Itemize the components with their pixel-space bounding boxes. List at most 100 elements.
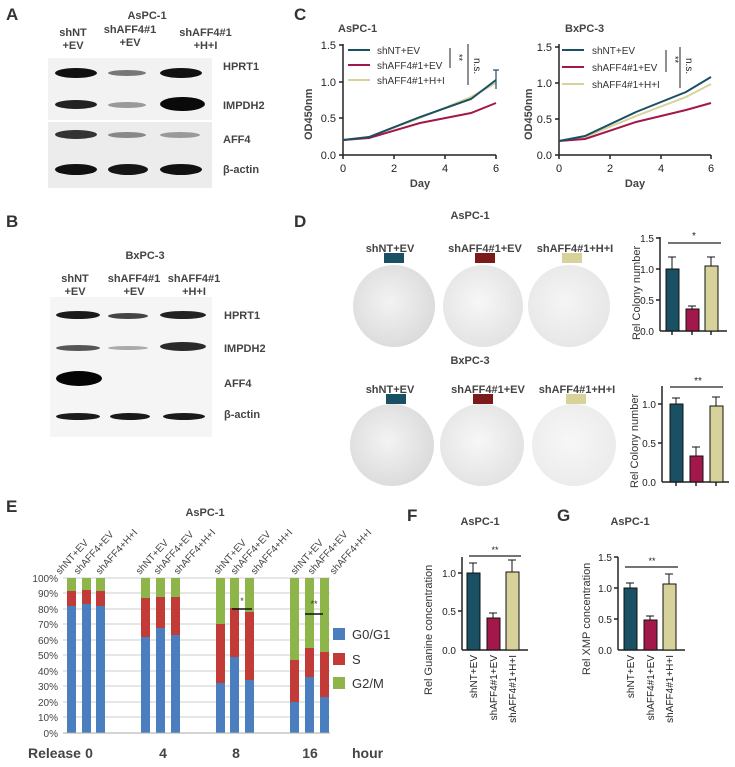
swatch-shaff4 xyxy=(473,394,493,404)
svg-text:Rel Colony number: Rel Colony number xyxy=(631,246,643,340)
panel-b-letter: B xyxy=(6,212,19,231)
svg-text:shNT+EV: shNT+EV xyxy=(377,46,420,57)
panel-g-letter: G xyxy=(557,506,571,525)
svg-text:shAFF4#1+H+I: shAFF4#1+H+I xyxy=(665,655,676,723)
svg-text:S: S xyxy=(352,652,361,667)
dish-label: shAFF4#1+EV xyxy=(451,384,525,396)
svg-text:shAFF4#1+EV: shAFF4#1+EV xyxy=(377,61,443,72)
svg-text:G2/M: G2/M xyxy=(352,676,384,691)
svg-text:n.s.: n.s. xyxy=(683,58,694,74)
svg-text:10%: 10% xyxy=(38,713,58,724)
panel-b-lane-1: shNT +EV xyxy=(61,273,89,298)
protein-label: IMPDH2 xyxy=(224,343,266,355)
svg-text:30%: 30% xyxy=(38,682,58,693)
svg-text:**: ** xyxy=(454,54,464,62)
panel-d-letter: D xyxy=(294,212,307,231)
svg-text:2: 2 xyxy=(391,163,397,175)
xmp-bar-chart: AsPC-1 Rel XMP concentration 0.0 0.5 1.0… xyxy=(581,516,685,723)
svg-text:1.5: 1.5 xyxy=(537,42,552,54)
svg-text:shNT+EV: shNT+EV xyxy=(592,46,635,57)
dish-label: shAFF4#1+EV xyxy=(448,243,522,255)
panel-b-lane-3: shAFF4#1 +H+I xyxy=(167,273,221,298)
svg-text:1.5: 1.5 xyxy=(321,40,336,52)
svg-text:8: 8 xyxy=(232,745,240,761)
svg-text:90%: 90% xyxy=(38,589,58,600)
svg-text:1.5: 1.5 xyxy=(598,553,612,564)
panel-a-cell-line: AsPC-1 xyxy=(127,10,167,22)
svg-text:1.0: 1.0 xyxy=(442,569,456,580)
growth-chart-aspc1: AsPC-1 OD450nm 0.0 0.5 1.0 1.5 0 2 4 6 D… xyxy=(303,23,499,190)
svg-text:0.5: 0.5 xyxy=(321,113,336,125)
svg-text:AsPC-1: AsPC-1 xyxy=(338,23,377,35)
svg-text:AsPC-1: AsPC-1 xyxy=(610,516,649,528)
svg-text:Rel Guanine concentration: Rel Guanine concentration xyxy=(423,565,435,695)
svg-text:6: 6 xyxy=(708,163,714,175)
svg-text:80%: 80% xyxy=(38,605,58,616)
svg-text:Day: Day xyxy=(410,178,431,190)
svg-text:0.0: 0.0 xyxy=(640,327,654,338)
dish-label: shNT+EV xyxy=(365,384,415,396)
svg-text:**: ** xyxy=(648,556,656,566)
colony-dish xyxy=(350,404,434,486)
legend: shNT+EV shAFF4#1+EV shAFF4#1+H+I xyxy=(562,46,660,91)
svg-text:1.0: 1.0 xyxy=(642,400,656,411)
svg-text:shAFF4#1+H+I: shAFF4#1+H+I xyxy=(508,655,519,723)
svg-text:shAFF4#1+EV: shAFF4#1+EV xyxy=(592,63,658,74)
svg-text:0: 0 xyxy=(85,745,93,761)
svg-text:shNT+EV: shNT+EV xyxy=(469,655,480,698)
dish-label: shNT+EV xyxy=(365,243,415,255)
swatch-hi xyxy=(562,253,582,263)
svg-text:16: 16 xyxy=(302,745,318,761)
svg-text:4: 4 xyxy=(442,163,448,175)
svg-text:shAFF4#1+EV: shAFF4#1+EV xyxy=(646,655,657,721)
svg-text:0.0: 0.0 xyxy=(442,646,456,657)
colony-dish xyxy=(443,265,523,347)
swatch-shnt xyxy=(386,394,406,404)
panel-a-lane-3: shAFF4#1 +H+I xyxy=(179,27,232,52)
svg-text:40%: 40% xyxy=(38,667,58,678)
svg-text:G0/G1: G0/G1 xyxy=(352,627,390,642)
svg-text:60%: 60% xyxy=(38,636,58,647)
dish-label: shAFF4#1+H+I xyxy=(538,384,616,396)
svg-text:1.0: 1.0 xyxy=(321,77,336,89)
svg-text:4: 4 xyxy=(658,163,664,175)
svg-text:0.0: 0.0 xyxy=(537,150,552,162)
protein-label: AFF4 xyxy=(223,134,251,146)
svg-text:1.5: 1.5 xyxy=(640,234,654,245)
panel-b-lane-2: shAFF4#1 +EV xyxy=(107,273,161,298)
svg-text:0.0: 0.0 xyxy=(598,646,612,657)
panel-a-letter: A xyxy=(6,5,19,24)
svg-text:0.5: 0.5 xyxy=(598,615,612,626)
svg-text:20%: 20% xyxy=(38,698,58,709)
svg-text:0: 0 xyxy=(340,163,346,175)
svg-text:*: * xyxy=(692,231,696,242)
protein-label: HPRT1 xyxy=(224,310,261,322)
panel-a-lane-2: shAFF4#1 +EV xyxy=(103,24,157,49)
svg-text:0.5: 0.5 xyxy=(642,439,656,450)
svg-text:0.5: 0.5 xyxy=(442,607,456,618)
svg-text:**: ** xyxy=(491,545,499,555)
svg-text:0.0: 0.0 xyxy=(642,478,656,489)
svg-text:shAFF4#1+H+I: shAFF4#1+H+I xyxy=(377,76,445,87)
svg-text:0.5: 0.5 xyxy=(537,114,552,126)
svg-text:70%: 70% xyxy=(38,620,58,631)
svg-text:AsPC-1: AsPC-1 xyxy=(185,507,224,519)
svg-text:OD450nm: OD450nm xyxy=(523,88,535,140)
legend: shNT+EV shAFF4#1+EV shAFF4#1+H+I xyxy=(348,46,445,87)
panel-a-lane-1: shNT +EV xyxy=(59,27,87,52)
svg-text:0.0: 0.0 xyxy=(321,150,336,162)
protein-label: AFF4 xyxy=(224,378,252,390)
svg-text:Rel Colony number: Rel Colony number xyxy=(629,394,641,488)
guanine-bar-chart: AsPC-1 Rel Guanine concentration 0.0 0.5… xyxy=(423,516,528,723)
svg-text:0%: 0% xyxy=(44,729,59,740)
colony-bar-aspc1: Rel Colony number 0.0 0.5 1.0 1.5 * xyxy=(631,231,727,340)
svg-text:1.0: 1.0 xyxy=(598,584,612,595)
svg-text:BxPC-3: BxPC-3 xyxy=(565,23,604,35)
svg-text:100%: 100% xyxy=(32,574,58,585)
svg-text:n.s.: n.s. xyxy=(471,58,482,74)
svg-text:**: ** xyxy=(310,599,318,609)
svg-text:2: 2 xyxy=(607,163,613,175)
swatch-hi xyxy=(566,394,586,404)
colony-dish xyxy=(353,265,435,347)
panel-d-cell-line-1: AsPC-1 xyxy=(450,210,490,222)
